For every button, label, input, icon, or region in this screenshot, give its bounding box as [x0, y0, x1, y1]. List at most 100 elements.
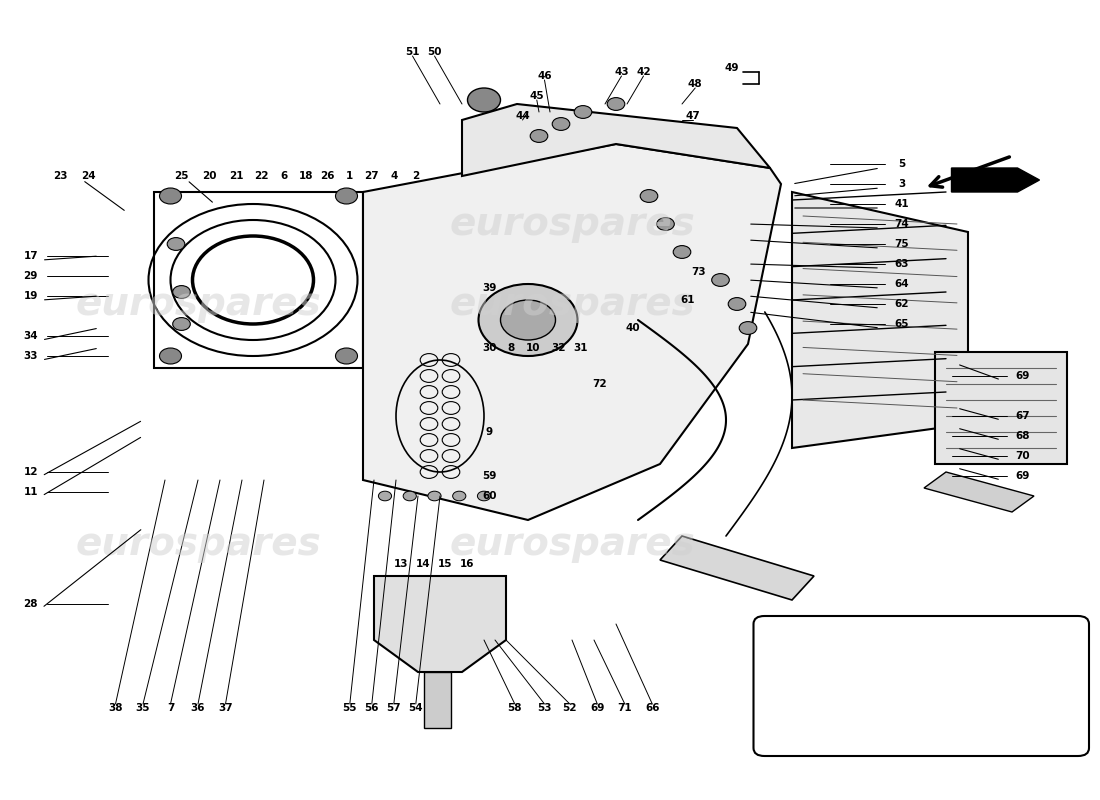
- Text: 62: 62: [894, 299, 910, 309]
- Text: eurospares: eurospares: [449, 205, 695, 243]
- Polygon shape: [935, 352, 1067, 464]
- Circle shape: [173, 286, 190, 298]
- Text: 1: 1: [346, 171, 353, 181]
- Text: 27: 27: [364, 171, 380, 181]
- Text: 3: 3: [899, 179, 905, 189]
- Text: 36: 36: [190, 703, 206, 713]
- Circle shape: [673, 246, 691, 258]
- Text: 42: 42: [636, 67, 651, 77]
- FancyBboxPatch shape: [754, 616, 1089, 756]
- Polygon shape: [462, 104, 770, 176]
- Circle shape: [428, 491, 441, 501]
- Text: 14: 14: [416, 559, 431, 569]
- Text: vedere anche tavola 41: vedere anche tavola 41: [844, 667, 999, 680]
- Text: 49: 49: [724, 63, 739, 73]
- Text: 50: 50: [427, 47, 442, 57]
- Text: 26: 26: [320, 171, 336, 181]
- Text: 15: 15: [438, 559, 453, 569]
- Text: 19: 19: [23, 291, 38, 301]
- Circle shape: [167, 238, 185, 250]
- Text: 37: 37: [218, 703, 233, 713]
- Text: 16: 16: [460, 559, 475, 569]
- Text: 41: 41: [894, 199, 910, 209]
- Text: 46: 46: [537, 71, 552, 81]
- Text: 31: 31: [573, 343, 588, 353]
- Circle shape: [336, 348, 358, 364]
- Circle shape: [657, 218, 674, 230]
- Text: 33: 33: [23, 351, 38, 361]
- Text: 9: 9: [486, 427, 493, 437]
- Text: eurospares: eurospares: [75, 525, 321, 563]
- Polygon shape: [374, 576, 506, 672]
- Circle shape: [336, 188, 358, 204]
- Circle shape: [478, 284, 578, 356]
- Text: 58: 58: [507, 703, 522, 713]
- Text: 39: 39: [482, 283, 497, 293]
- Text: 57: 57: [386, 703, 402, 713]
- Text: 68: 68: [1015, 431, 1031, 441]
- Text: 60: 60: [482, 491, 497, 501]
- Text: 18: 18: [298, 171, 314, 181]
- Bar: [424, 672, 451, 728]
- Text: For replacement of differential: For replacement of differential: [818, 694, 1024, 707]
- Text: eurospares: eurospares: [75, 285, 321, 323]
- Text: 61: 61: [680, 295, 695, 305]
- Text: 67: 67: [1015, 411, 1031, 421]
- Circle shape: [712, 274, 729, 286]
- Text: 43: 43: [614, 67, 629, 77]
- Text: 65: 65: [894, 319, 910, 329]
- Circle shape: [640, 190, 658, 202]
- Text: 69: 69: [1015, 471, 1031, 481]
- Circle shape: [500, 300, 556, 340]
- Text: 28: 28: [23, 599, 38, 609]
- Text: 23: 23: [53, 171, 68, 181]
- Circle shape: [574, 106, 592, 118]
- Text: 74: 74: [894, 219, 910, 229]
- Text: 7: 7: [167, 703, 174, 713]
- Text: 69: 69: [1015, 371, 1031, 381]
- Circle shape: [378, 491, 392, 501]
- Text: 69: 69: [590, 703, 605, 713]
- Text: Per la sostituzione del differenziale: Per la sostituzione del differenziale: [803, 640, 1040, 653]
- Text: 17: 17: [23, 251, 38, 261]
- Text: 45: 45: [529, 91, 544, 101]
- Text: 32: 32: [551, 343, 566, 353]
- Circle shape: [739, 322, 757, 334]
- Circle shape: [552, 118, 570, 130]
- Polygon shape: [952, 168, 1040, 192]
- Text: 8: 8: [508, 343, 515, 353]
- Text: 40: 40: [625, 323, 640, 333]
- Text: 63: 63: [894, 259, 910, 269]
- Text: 48: 48: [688, 79, 703, 89]
- Text: 56: 56: [364, 703, 380, 713]
- Polygon shape: [363, 144, 781, 520]
- Text: 20: 20: [201, 171, 217, 181]
- Text: 6: 6: [280, 171, 287, 181]
- Text: 54: 54: [408, 703, 424, 713]
- Circle shape: [607, 98, 625, 110]
- Text: 55: 55: [342, 703, 358, 713]
- Circle shape: [453, 491, 466, 501]
- Text: 59: 59: [482, 471, 497, 481]
- Text: 11: 11: [23, 487, 38, 497]
- Circle shape: [160, 188, 182, 204]
- Text: 30: 30: [482, 343, 497, 353]
- Text: 24: 24: [80, 171, 96, 181]
- Text: 25: 25: [174, 171, 189, 181]
- Text: eurospares: eurospares: [449, 525, 695, 563]
- Text: 12: 12: [23, 467, 38, 477]
- Text: 75: 75: [894, 239, 910, 249]
- Text: 52: 52: [562, 703, 578, 713]
- Polygon shape: [660, 536, 814, 600]
- Text: 35: 35: [135, 703, 151, 713]
- Text: 53: 53: [537, 703, 552, 713]
- Circle shape: [160, 348, 182, 364]
- Text: 47: 47: [685, 111, 701, 121]
- Circle shape: [468, 88, 500, 112]
- Polygon shape: [792, 192, 968, 448]
- Circle shape: [403, 491, 416, 501]
- Circle shape: [477, 491, 491, 501]
- Text: 70: 70: [1015, 451, 1031, 461]
- Text: 34: 34: [23, 331, 38, 341]
- Text: 29: 29: [23, 271, 38, 281]
